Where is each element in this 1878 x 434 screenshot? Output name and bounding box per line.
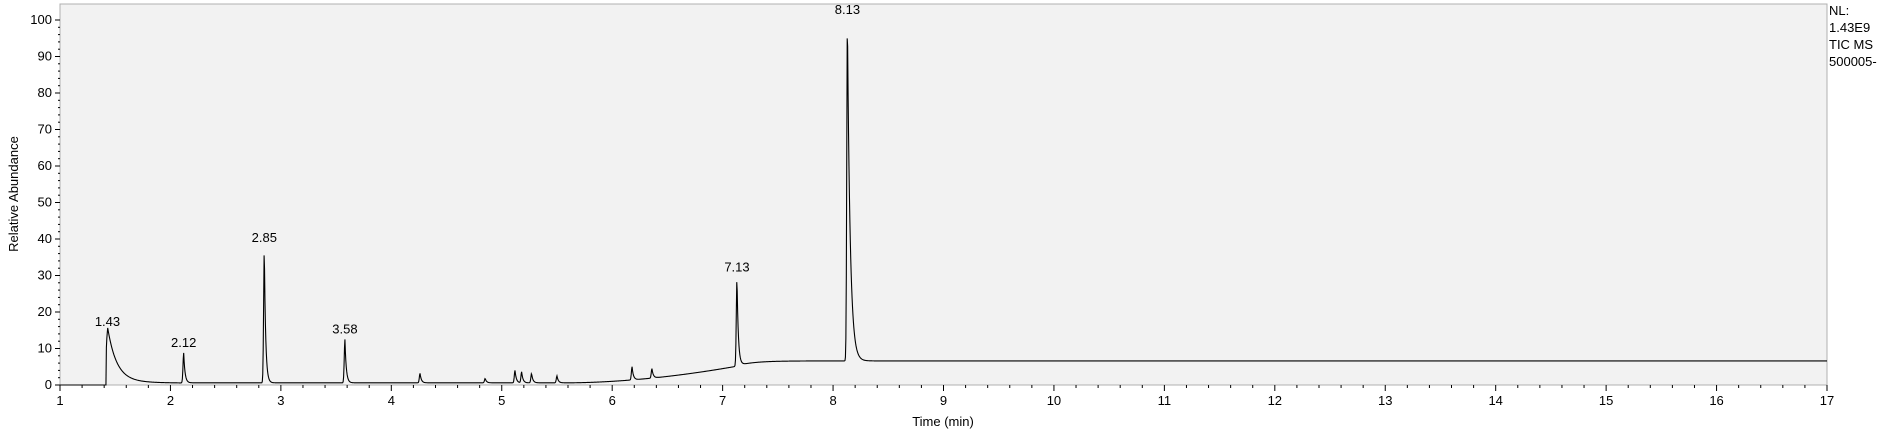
y-axis: 0 10 20 30 40 50 60 70 80 90 100 — [30, 12, 60, 392]
peak-labels: 1.43 2.12 2.85 3.58 7.13 8.13 — [95, 2, 860, 350]
x-tick-label: 9 — [940, 393, 947, 408]
x-tick-label: 6 — [609, 393, 616, 408]
y-tick-label: 40 — [38, 231, 52, 246]
peak-label: 2.85 — [252, 230, 277, 245]
peak-label: 1.43 — [95, 314, 120, 329]
x-tick-label: 13 — [1378, 393, 1392, 408]
x-tick-label: 1 — [56, 393, 63, 408]
y-axis-title: Relative Abundance — [6, 136, 21, 252]
info-line: TIC MS — [1829, 37, 1874, 52]
y-tick-label: 60 — [38, 158, 52, 173]
x-tick-label: 7 — [719, 393, 726, 408]
y-tick-label: 50 — [38, 195, 52, 210]
y-tick-label: 70 — [38, 122, 52, 137]
x-tick-label: 15 — [1599, 393, 1613, 408]
info-line: 1.43E9 — [1829, 20, 1871, 35]
peak-label: 7.13 — [724, 259, 749, 274]
x-tick-label: 12 — [1268, 393, 1282, 408]
peak-label: 2.12 — [171, 335, 196, 350]
x-axis: 1 2 3 4 5 6 7 8 9 10 11 12 13 14 15 16 17 — [56, 385, 1834, 408]
x-tick-label: 3 — [277, 393, 284, 408]
x-tick-label: 14 — [1488, 393, 1502, 408]
x-tick-label: 17 — [1820, 393, 1834, 408]
peak-label: 8.13 — [835, 2, 860, 17]
info-line: 500005- — [1829, 54, 1877, 69]
scan-info: NL: 1.43E9 TIC MS 500005- — [1829, 2, 1878, 70]
y-tick-label: 10 — [38, 341, 52, 356]
chromatogram-trace — [60, 38, 1827, 386]
x-tick-label: 2 — [167, 393, 174, 408]
x-tick-label: 5 — [498, 393, 505, 408]
y-tick-label: 30 — [38, 268, 52, 283]
peak-label: 3.58 — [332, 321, 357, 336]
x-tick-label: 11 — [1158, 393, 1172, 408]
x-tick-label: 8 — [829, 393, 836, 408]
x-tick-label: 4 — [388, 393, 395, 408]
y-tick-label: 0 — [45, 377, 52, 392]
y-tick-label: 80 — [38, 85, 52, 100]
x-tick-label: 10 — [1047, 393, 1061, 408]
y-tick-label: 90 — [38, 49, 52, 64]
x-tick-label: 16 — [1709, 393, 1723, 408]
x-axis-title: Time (min) — [912, 414, 974, 429]
plot-area — [59, 3, 1828, 386]
y-tick-label: 20 — [38, 304, 52, 319]
info-line: NL: — [1829, 3, 1850, 18]
y-tick-label: 100 — [30, 12, 52, 27]
